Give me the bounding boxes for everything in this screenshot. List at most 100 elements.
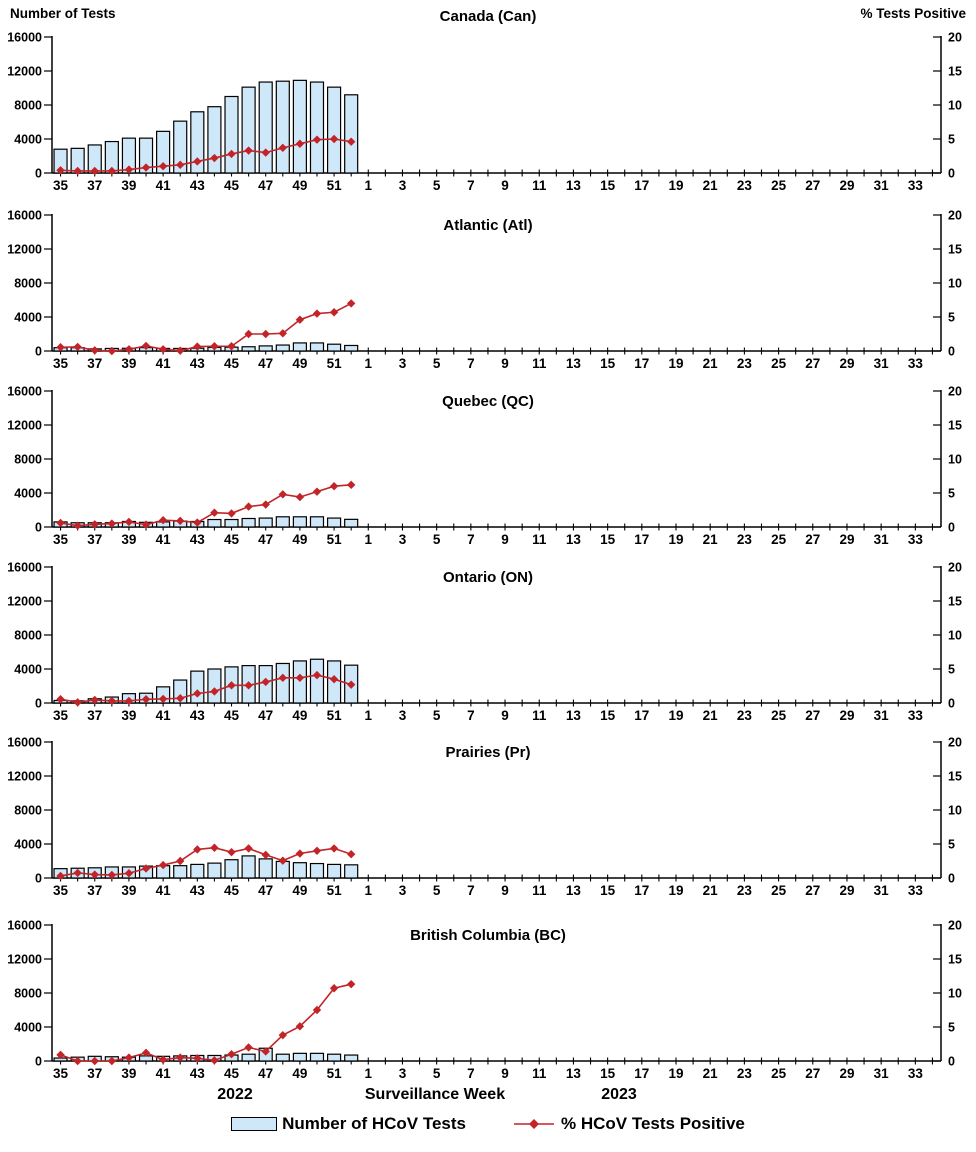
- svg-text:11: 11: [532, 178, 547, 193]
- svg-text:47: 47: [258, 532, 273, 547]
- svg-text:41: 41: [156, 532, 172, 547]
- trend-line-pct-positive: [56, 480, 356, 530]
- svg-text:12000: 12000: [7, 595, 42, 609]
- svg-text:1: 1: [365, 532, 373, 547]
- svg-text:13: 13: [566, 532, 582, 547]
- svg-text:8000: 8000: [14, 99, 42, 113]
- svg-text:37: 37: [87, 532, 102, 547]
- svg-text:33: 33: [908, 708, 924, 723]
- y-axis-right: 0 5 10 15 20: [933, 31, 962, 181]
- svg-text:43: 43: [190, 883, 206, 898]
- svg-text:29: 29: [839, 1066, 854, 1081]
- svg-text:17: 17: [634, 178, 649, 193]
- x-axis: 35 37 39 41 43 45 47 49 51 1 3 5 7 9 11 13 15 17 19 21 23 25 2…: [52, 1057, 941, 1081]
- svg-text:17: 17: [634, 356, 649, 371]
- panel-title-atlantic: Atlantic (Atl): [443, 217, 533, 234]
- svg-text:1: 1: [365, 708, 373, 723]
- svg-text:19: 19: [668, 356, 683, 371]
- svg-text:49: 49: [292, 356, 307, 371]
- svg-text:47: 47: [258, 883, 273, 898]
- panel-title-prairies: Prairies (Pr): [445, 744, 531, 761]
- svg-text:39: 39: [121, 356, 136, 371]
- svg-text:49: 49: [292, 532, 307, 547]
- svg-text:37: 37: [87, 883, 102, 898]
- svg-text:15: 15: [948, 595, 962, 609]
- svg-text:21: 21: [703, 178, 719, 193]
- svg-text:12000: 12000: [7, 770, 42, 784]
- svg-text:27: 27: [805, 532, 820, 547]
- svg-text:33: 33: [908, 356, 924, 371]
- svg-text:21: 21: [703, 708, 719, 723]
- svg-text:5: 5: [433, 356, 441, 371]
- trend-line-pct-positive: [56, 843, 356, 881]
- svg-text:31: 31: [874, 1066, 890, 1081]
- svg-text:16000: 16000: [7, 561, 42, 575]
- svg-text:27: 27: [805, 356, 820, 371]
- svg-text:7: 7: [467, 708, 475, 723]
- svg-text:45: 45: [224, 356, 240, 371]
- trend-line-pct-positive: [56, 670, 356, 707]
- legend-line-label: % HCoV Tests Positive: [560, 1114, 745, 1133]
- svg-text:39: 39: [121, 532, 136, 547]
- svg-text:8000: 8000: [14, 987, 42, 1001]
- svg-text:0: 0: [35, 521, 42, 535]
- svg-text:25: 25: [771, 178, 787, 193]
- svg-text:27: 27: [805, 883, 820, 898]
- svg-text:12000: 12000: [7, 953, 42, 967]
- y-axis-left: 0 4000 8000 12000 16000: [7, 561, 53, 711]
- svg-text:21: 21: [703, 883, 719, 898]
- svg-text:17: 17: [634, 883, 649, 898]
- svg-text:0: 0: [948, 697, 955, 711]
- svg-text:0: 0: [35, 697, 42, 711]
- svg-text:47: 47: [258, 356, 273, 371]
- svg-text:11: 11: [532, 1066, 547, 1081]
- svg-text:1: 1: [365, 178, 373, 193]
- svg-text:45: 45: [224, 708, 240, 723]
- y-axis-right: 0 5 10 15 20: [933, 736, 962, 886]
- svg-text:10: 10: [948, 99, 962, 113]
- svg-text:16000: 16000: [7, 209, 42, 223]
- svg-text:5: 5: [433, 532, 441, 547]
- svg-text:9: 9: [501, 178, 509, 193]
- svg-text:13: 13: [566, 708, 582, 723]
- svg-text:41: 41: [156, 883, 172, 898]
- svg-text:10: 10: [948, 987, 962, 1001]
- svg-text:43: 43: [190, 708, 206, 723]
- svg-text:5: 5: [948, 133, 955, 147]
- legend-item-tests: Number of HCoV Tests: [231, 1114, 466, 1134]
- svg-text:35: 35: [53, 883, 69, 898]
- svg-text:41: 41: [156, 708, 172, 723]
- svg-text:10: 10: [948, 629, 962, 643]
- svg-text:3: 3: [399, 1066, 407, 1081]
- svg-text:37: 37: [87, 178, 102, 193]
- y-axis-left: 0 4000 8000 12000 16000: [7, 919, 53, 1069]
- svg-text:19: 19: [668, 178, 683, 193]
- svg-text:15: 15: [948, 65, 962, 79]
- svg-text:25: 25: [771, 708, 787, 723]
- svg-text:10: 10: [948, 277, 962, 291]
- svg-text:35: 35: [53, 708, 69, 723]
- svg-text:23: 23: [737, 883, 753, 898]
- svg-text:33: 33: [908, 178, 924, 193]
- svg-text:15: 15: [600, 356, 616, 371]
- svg-text:9: 9: [501, 883, 509, 898]
- svg-text:1: 1: [365, 356, 373, 371]
- trend-line-pct-positive: [56, 299, 356, 356]
- svg-text:20: 20: [948, 561, 962, 575]
- svg-text:31: 31: [874, 356, 890, 371]
- svg-text:12000: 12000: [7, 243, 42, 257]
- svg-text:20: 20: [948, 736, 962, 750]
- svg-text:51: 51: [327, 1066, 343, 1081]
- year-label-2022: 2022: [217, 1086, 253, 1103]
- svg-text:35: 35: [53, 1066, 69, 1081]
- y-axis-left: 0 4000 8000 12000 16000: [7, 209, 53, 359]
- svg-text:51: 51: [327, 883, 343, 898]
- svg-text:35: 35: [53, 356, 69, 371]
- svg-text:0: 0: [948, 345, 955, 359]
- svg-text:51: 51: [327, 356, 343, 371]
- svg-text:31: 31: [874, 532, 890, 547]
- svg-text:47: 47: [258, 1066, 273, 1081]
- svg-text:33: 33: [908, 1066, 924, 1081]
